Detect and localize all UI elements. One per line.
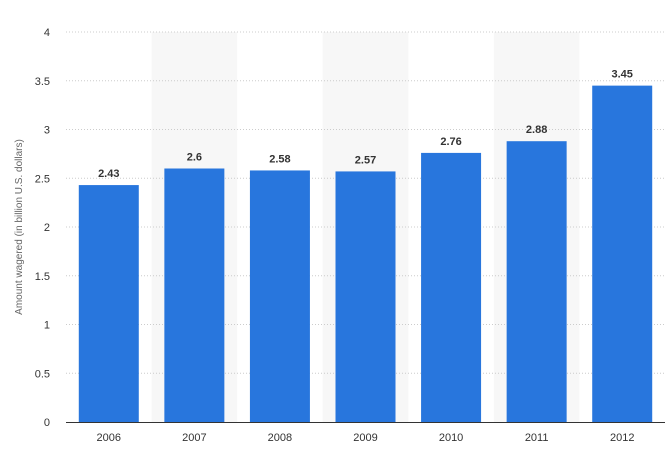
bar-2010[interactable] [421, 152, 482, 422]
data-label-2009: 2.57 [355, 154, 376, 166]
x-tick-label: 2012 [610, 432, 634, 444]
y-tick-label: 0.5 [35, 368, 50, 380]
data-label-2010: 2.76 [440, 136, 461, 148]
bar-2011[interactable] [506, 141, 567, 422]
x-tick-label: 2007 [182, 432, 206, 444]
data-label-2008: 2.58 [269, 153, 290, 165]
x-tick-label: 2009 [353, 432, 377, 444]
x-axis-ticks: 2006 2007 2008 2009 2010 2011 2012 [97, 432, 635, 444]
data-labels: 2.43 2.6 2.58 2.57 2.76 2.88 3.45 [98, 69, 633, 180]
x-tick-label: 2010 [439, 432, 463, 444]
bar-2012[interactable] [592, 85, 653, 422]
x-tick-label: 2006 [97, 432, 121, 444]
bar-2007[interactable] [164, 168, 225, 423]
bar-2009[interactable] [335, 171, 396, 422]
y-tick-label: 3 [44, 125, 50, 137]
y-axis-ticks: 0 0.5 1 1.5 2 2.5 3 3.5 4 [35, 27, 50, 429]
y-tick-label: 1 [44, 320, 50, 332]
x-tick-label: 2011 [525, 432, 549, 444]
data-label-2006: 2.43 [98, 168, 119, 180]
y-tick-label: 3.5 [35, 76, 50, 88]
data-label-2011: 2.88 [526, 124, 547, 136]
y-tick-label: 2.5 [35, 173, 50, 185]
y-tick-label: 0 [44, 417, 50, 429]
bars [78, 85, 653, 423]
y-tick-label: 1.5 [35, 271, 50, 283]
data-label-2012: 3.45 [612, 69, 633, 81]
bar-2006[interactable] [78, 185, 139, 422]
y-tick-label: 2 [44, 222, 50, 234]
x-tick-label: 2008 [268, 432, 292, 444]
bar-2008[interactable] [249, 170, 310, 422]
y-tick-label: 4 [44, 27, 50, 39]
data-label-2007: 2.6 [187, 152, 202, 164]
y-axis-title: Amount wagered (in billion U.S. dollars) [14, 139, 25, 315]
